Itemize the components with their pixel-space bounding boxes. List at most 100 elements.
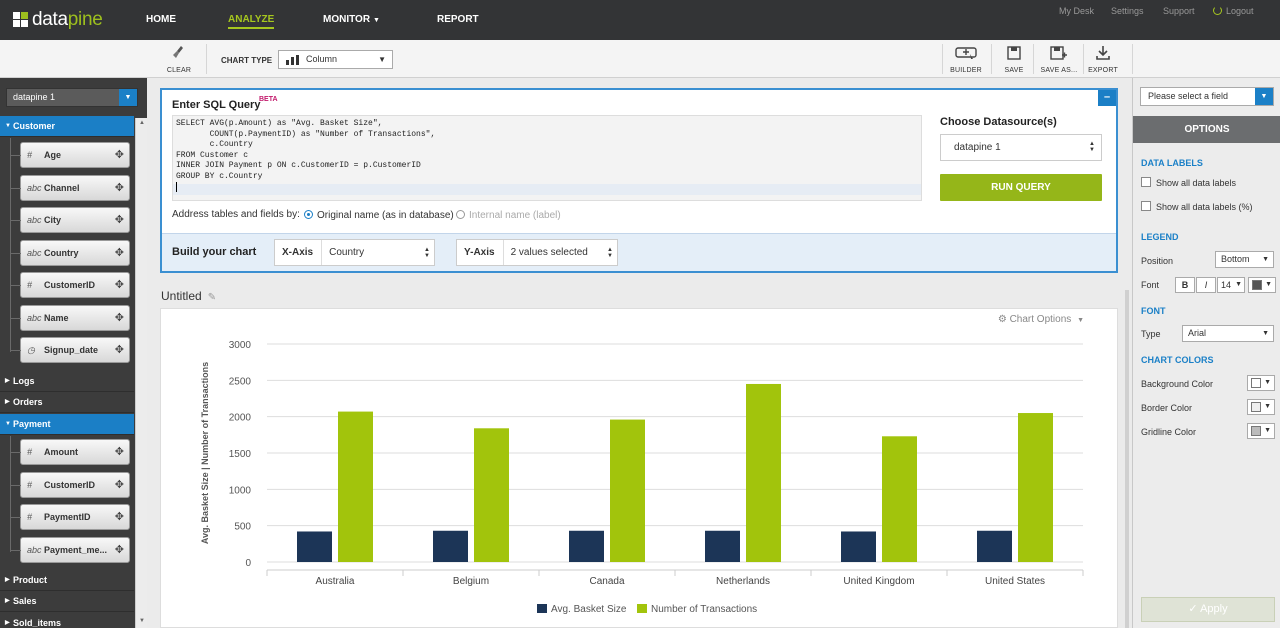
tree-branch bbox=[11, 485, 21, 486]
field-amount[interactable]: # Amount ✥ bbox=[11, 439, 130, 465]
gridline-color-picker[interactable]: ▼ bbox=[1247, 423, 1275, 439]
builder-button[interactable]: BUILDER bbox=[950, 45, 982, 75]
background-color-picker[interactable]: ▼ bbox=[1247, 375, 1275, 391]
field-city[interactable]: abc City ✥ bbox=[11, 207, 130, 233]
beta-badge: BETA bbox=[259, 96, 278, 103]
toolbar-divider bbox=[1083, 44, 1084, 74]
legend-position-label: Position bbox=[1141, 256, 1174, 266]
field-payment-customerid[interactable]: # CustomerID ✥ bbox=[11, 472, 130, 498]
move-icon[interactable]: ✥ bbox=[114, 149, 124, 161]
italic-toggle[interactable]: I bbox=[1196, 277, 1216, 293]
y-tick-label: 0 bbox=[245, 558, 251, 569]
collapse-button[interactable]: – bbox=[1098, 90, 1116, 106]
settings-link[interactable]: Settings bbox=[1111, 6, 1144, 16]
bar-avg-basket-size bbox=[569, 530, 604, 562]
field-country[interactable]: abc Country ✥ bbox=[11, 240, 130, 266]
collapsed-triangle-icon: ▶ bbox=[5, 598, 10, 604]
chart-type-select[interactable]: Column ▼ bbox=[278, 50, 393, 69]
table-logs[interactable]: ▶ Logs bbox=[0, 371, 134, 392]
save-as-button[interactable]: SAVE AS... bbox=[1040, 45, 1078, 75]
field-channel[interactable]: abc Channel ✥ bbox=[11, 175, 130, 201]
color-swatch bbox=[1251, 378, 1261, 388]
sidebar-scrollbar[interactable]: ▲ ▼ bbox=[135, 118, 147, 628]
table-payment[interactable]: ▼ Payment bbox=[0, 414, 134, 435]
field-name[interactable]: abc Name ✥ bbox=[11, 305, 130, 331]
save-button[interactable]: SAVE bbox=[1003, 45, 1025, 75]
table-sales[interactable]: ▶ Sales bbox=[0, 591, 134, 612]
sql-line: SELECT AVG(p.Amount) as "Avg. Basket Siz… bbox=[176, 119, 383, 128]
pencil-icon[interactable]: ✎ bbox=[207, 292, 217, 303]
table-sold-items[interactable]: ▶ Sold_items bbox=[0, 613, 134, 628]
radio-internal-name[interactable]: Internal name (label) bbox=[456, 210, 561, 221]
bar-avg-basket-size bbox=[433, 530, 468, 562]
run-query-button[interactable]: RUN QUERY bbox=[940, 174, 1102, 201]
tree-branch bbox=[11, 318, 21, 319]
logo-mark-icon bbox=[13, 12, 29, 28]
scroll-down-icon[interactable]: ▼ bbox=[139, 618, 145, 624]
legend-font-size-select[interactable]: 14 ▼ bbox=[1217, 277, 1245, 293]
table-product[interactable]: ▶ Product bbox=[0, 570, 134, 591]
x-axis-select[interactable]: X-Axis Country ▲ ▼ bbox=[274, 239, 435, 266]
build-chart-bar: Build your chart X-Axis Country ▲ ▼ Y-Axis… bbox=[162, 233, 1116, 271]
field-age[interactable]: # Age ✥ bbox=[11, 142, 130, 168]
builder-icon bbox=[955, 47, 977, 59]
move-icon[interactable]: ✥ bbox=[114, 312, 124, 324]
border-color-picker[interactable]: ▼ bbox=[1247, 399, 1275, 415]
move-icon[interactable]: ✥ bbox=[114, 479, 124, 491]
broom-icon bbox=[173, 46, 183, 58]
radio-selected-icon bbox=[304, 210, 313, 219]
main-scrollbar[interactable] bbox=[1122, 290, 1132, 628]
show-data-labels-pct-checkbox[interactable] bbox=[1141, 201, 1151, 211]
datapine-logo[interactable]: datapine bbox=[13, 9, 103, 31]
nav-analyze[interactable]: ANALYZE bbox=[228, 14, 275, 29]
move-icon[interactable]: ✥ bbox=[114, 344, 124, 356]
tree-line bbox=[10, 436, 11, 552]
nav-report[interactable]: REPORT bbox=[437, 14, 479, 25]
move-icon[interactable]: ✥ bbox=[114, 446, 124, 458]
field-payment-method[interactable]: abc Payment_me... ✥ bbox=[11, 537, 130, 563]
caret-down-icon: ▼ bbox=[1235, 281, 1242, 288]
table-customer[interactable]: ▼ Customer bbox=[0, 116, 134, 137]
number-type-icon: # bbox=[27, 150, 33, 160]
move-icon[interactable]: ✥ bbox=[114, 279, 124, 291]
logout-link[interactable]: Logout bbox=[1213, 6, 1254, 16]
move-icon[interactable]: ✥ bbox=[114, 182, 124, 194]
download-icon bbox=[1096, 46, 1110, 60]
chart-title[interactable]: Untitled bbox=[161, 289, 202, 303]
query-datasource-select[interactable]: datapine 1 ▲ ▼ bbox=[940, 134, 1102, 161]
move-icon[interactable]: ✥ bbox=[114, 511, 124, 523]
move-icon[interactable]: ✥ bbox=[114, 247, 124, 259]
move-icon[interactable]: ✥ bbox=[114, 544, 124, 556]
nav-home[interactable]: HOME bbox=[146, 14, 176, 25]
font-type-select[interactable]: Arial ▼ bbox=[1182, 325, 1274, 342]
tree-branch bbox=[11, 350, 21, 351]
sql-editor[interactable]: SELECT AVG(p.Amount) as "Avg. Basket Siz… bbox=[172, 115, 922, 201]
current-line-highlight bbox=[173, 184, 921, 195]
support-link[interactable]: Support bbox=[1163, 6, 1195, 16]
y-axis-label: Avg. Basket Size | Number of Transaction… bbox=[200, 362, 210, 544]
apply-button[interactable]: ✓ Apply bbox=[1141, 597, 1275, 622]
show-data-labels-checkbox[interactable] bbox=[1141, 177, 1151, 187]
field-selector[interactable]: Please select a field ▼ bbox=[1140, 87, 1274, 106]
field-paymentid[interactable]: # PaymentID ✥ bbox=[11, 504, 130, 530]
options-header: OPTIONS bbox=[1133, 116, 1280, 143]
clear-button[interactable]: CLEAR bbox=[166, 45, 192, 75]
legend-font-color-picker[interactable]: ▼ bbox=[1248, 277, 1276, 293]
export-button[interactable]: EXPORT bbox=[1088, 45, 1118, 75]
chart-options-button[interactable]: ⚙ Chart Options ▼ bbox=[997, 314, 1084, 325]
y-axis-select[interactable]: Y-Axis 2 values selected ▲ ▼ bbox=[456, 239, 618, 266]
my-desk-link[interactable]: My Desk bbox=[1059, 6, 1095, 16]
legend-position-select[interactable]: Bottom ▼ bbox=[1215, 251, 1274, 268]
datasource-select[interactable]: datapine 1 ▼ bbox=[6, 88, 138, 107]
build-chart-title: Build your chart bbox=[172, 246, 257, 258]
x-tick-label: Netherlands bbox=[716, 576, 770, 587]
field-signup-date[interactable]: ◷ Signup_date ✥ bbox=[11, 337, 130, 363]
radio-original-name[interactable]: Original name (as in database) bbox=[304, 210, 454, 221]
toolbar: CLEAR CHART TYPE Column ▼ BUILDER SAVE bbox=[0, 40, 1280, 78]
table-orders[interactable]: ▶ Orders bbox=[0, 392, 134, 413]
bold-toggle[interactable]: B bbox=[1175, 277, 1195, 293]
scroll-up-icon[interactable]: ▲ bbox=[139, 120, 145, 126]
field-customerid[interactable]: # CustomerID ✥ bbox=[11, 272, 130, 298]
nav-monitor[interactable]: MONITOR ▼ bbox=[323, 14, 380, 25]
move-icon[interactable]: ✥ bbox=[114, 214, 124, 226]
